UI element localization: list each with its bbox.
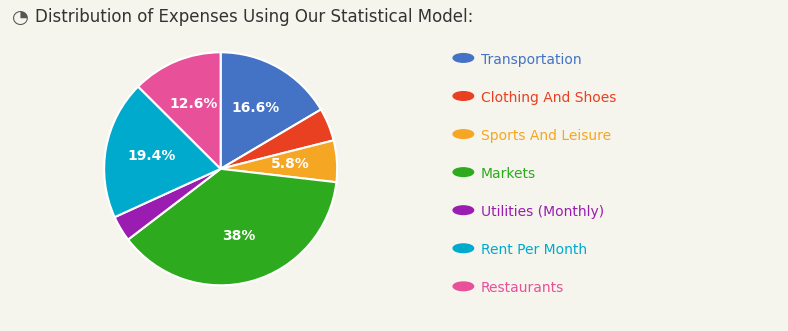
Text: 16.6%: 16.6% [231,101,280,115]
Text: 38%: 38% [222,229,256,243]
Wedge shape [104,86,221,217]
Text: 5.8%: 5.8% [271,157,310,171]
Wedge shape [221,110,333,169]
Wedge shape [114,169,221,240]
Text: Clothing And Shoes: Clothing And Shoes [481,91,616,105]
Text: Transportation: Transportation [481,53,582,67]
Text: Rent Per Month: Rent Per Month [481,243,587,257]
Text: 19.4%: 19.4% [128,149,176,164]
Text: ◔: ◔ [12,8,29,27]
Text: Restaurants: Restaurants [481,281,564,295]
Text: 12.6%: 12.6% [169,97,218,111]
Wedge shape [221,52,321,169]
Wedge shape [138,52,221,169]
Wedge shape [128,169,336,285]
Text: Utilities (Monthly): Utilities (Monthly) [481,205,604,219]
Text: Distribution of Expenses Using Our Statistical Model:: Distribution of Expenses Using Our Stati… [35,8,474,26]
Wedge shape [221,140,337,182]
Text: Sports And Leisure: Sports And Leisure [481,129,611,143]
Text: Markets: Markets [481,167,536,181]
